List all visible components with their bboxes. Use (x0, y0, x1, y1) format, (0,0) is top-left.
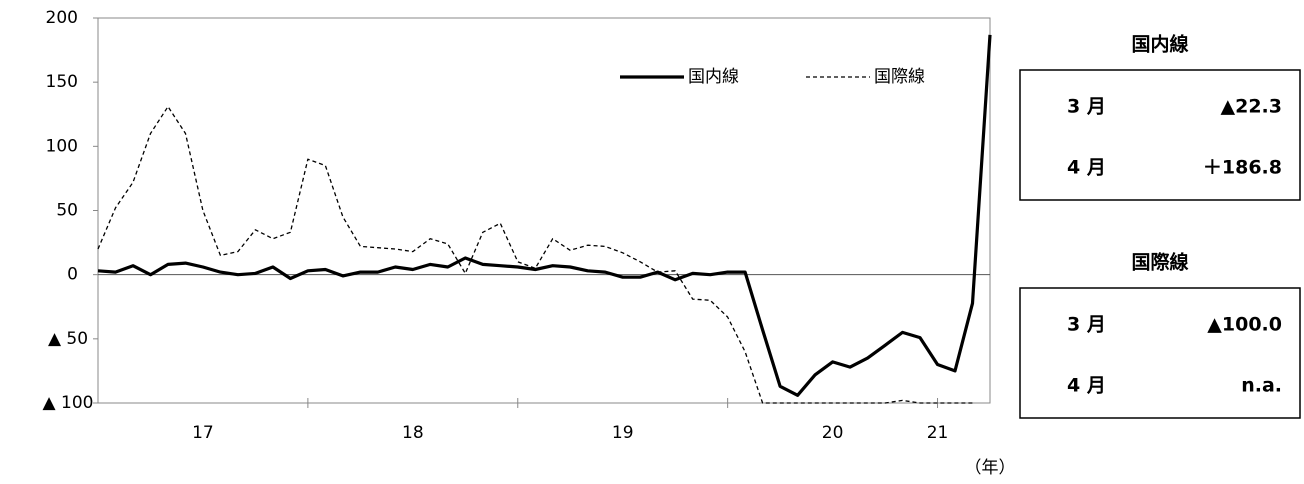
x-tick-label: 21 (927, 423, 949, 443)
panel-value: n.a. (1241, 375, 1282, 397)
y-tick-label: ▲ 100 (43, 393, 94, 413)
legend-label: 国際線 (874, 67, 925, 87)
x-tick-label: 19 (612, 423, 634, 443)
panel-title: 国内線 (1131, 33, 1188, 56)
panel-month: 4 月 (1067, 375, 1106, 397)
x-tick-label: 17 (192, 423, 214, 443)
panel-value: ▲100.0 (1207, 314, 1282, 336)
y-tick-label: 50 (56, 201, 78, 221)
y-tick-label: ▲ 50 (48, 329, 88, 349)
series-line (97, 105, 973, 404)
x-axis-unit: （年） (965, 458, 1016, 478)
x-tick-label: 18 (402, 423, 424, 443)
y-tick-label: 200 (46, 8, 78, 28)
panel-box (1019, 287, 1301, 419)
x-tick-label: 20 (822, 423, 844, 443)
panel-value: ＋186.8 (1203, 157, 1282, 179)
panel-title: 国際線 (1131, 251, 1188, 274)
y-tick-label: 150 (46, 72, 78, 92)
panel-value: ▲22.3 (1221, 96, 1283, 118)
y-tick-label: 100 (46, 136, 78, 156)
panel-month: 4 月 (1067, 157, 1106, 179)
panel-month: 3 月 (1067, 96, 1106, 118)
plot-frame (97, 17, 991, 404)
y-tick-label: 0 (67, 265, 78, 285)
series-line (97, 34, 992, 397)
legend-label: 国内線 (688, 67, 739, 87)
panel-box (1019, 69, 1301, 201)
panel-month: 3 月 (1067, 314, 1106, 336)
